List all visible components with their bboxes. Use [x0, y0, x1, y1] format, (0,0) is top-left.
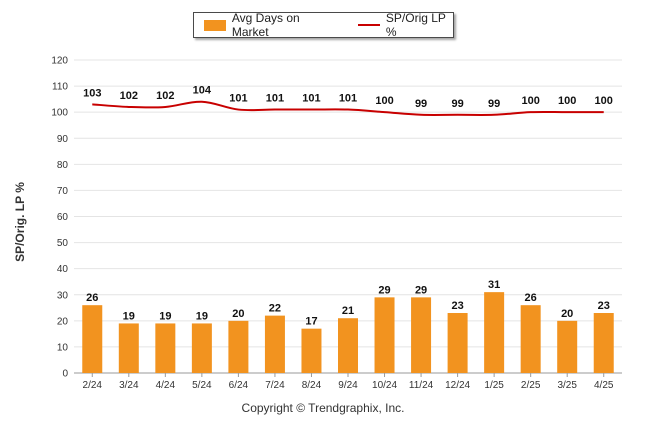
line-data-label: 103 [83, 87, 101, 99]
line-series [92, 100, 604, 116]
bar-data-label: 20 [561, 308, 573, 320]
line-data-label: 99 [488, 98, 500, 110]
x-tick-label: 2/25 [521, 380, 541, 391]
y-tick-label: 50 [57, 238, 69, 249]
y-tick-label: 80 [57, 160, 69, 171]
bar-data-label: 26 [86, 292, 98, 304]
line-data-label: 99 [451, 98, 463, 110]
y-tick-label: 10 [57, 342, 69, 353]
x-tick-label: 3/25 [557, 380, 577, 391]
bar-data-label: 31 [488, 279, 500, 291]
legend-label-bar: Avg Days on Market [231, 11, 300, 39]
bar-data-label: 23 [451, 300, 463, 312]
bar-data-label: 17 [305, 316, 317, 328]
line-data-label: 101 [266, 93, 284, 105]
bar [118, 323, 139, 373]
bar-data-label: 29 [378, 284, 390, 296]
bar [82, 305, 103, 373]
y-tick-label: 60 [57, 212, 69, 223]
bar-data-label: 19 [123, 310, 135, 322]
x-tick-label: 8/24 [302, 380, 322, 391]
y-tick-label: 100 [51, 108, 68, 119]
bar-data-label: 20 [232, 308, 244, 320]
copyright-footer: Copyright © Trendgraphix, Inc. [241, 401, 405, 415]
x-tick-label: 7/24 [265, 380, 285, 391]
line-data-label: 100 [595, 95, 613, 107]
bar [447, 313, 468, 373]
bar-data-label: 19 [196, 310, 208, 322]
x-tick-label: 2/24 [83, 380, 103, 391]
legend-swatch-line [358, 24, 380, 26]
line-data-label: 100 [521, 95, 539, 107]
x-tick-label: 10/24 [372, 380, 397, 391]
legend: Avg Days on Market SP/Orig LP % [193, 11, 454, 39]
line-data-label: 99 [415, 98, 427, 110]
bar [191, 323, 212, 373]
x-tick-label: 12/24 [445, 380, 470, 391]
y-tick-label: 90 [57, 134, 69, 145]
line-data-label: 102 [156, 90, 174, 102]
bar [301, 328, 322, 373]
bar-data-label: 26 [525, 292, 537, 304]
y-tick-label: 110 [52, 82, 68, 93]
legend-swatch-bar [204, 19, 226, 31]
bar-data-label: 19 [159, 310, 171, 322]
line-data-label: 100 [375, 95, 393, 107]
x-tick-label: 4/25 [594, 380, 614, 391]
x-tick-label: 4/24 [156, 380, 176, 391]
x-tick-label: 11/24 [409, 380, 434, 391]
bar [593, 313, 614, 373]
x-tick-label: 1/25 [484, 380, 504, 391]
line-data-label: 102 [120, 90, 138, 102]
bar-data-label: 29 [415, 284, 427, 296]
y-tick-label: 20 [57, 316, 69, 327]
bar [484, 292, 505, 373]
line-data-label: 100 [558, 95, 576, 107]
line-data-label: 101 [229, 93, 247, 105]
bar-data-label: 23 [598, 300, 610, 312]
bar [264, 315, 285, 373]
legend-label-line: SP/Orig LP % [385, 11, 446, 39]
y-tick-label: 0 [62, 369, 68, 380]
y-tick-label: 30 [57, 290, 69, 301]
bar-data-label: 22 [269, 303, 281, 315]
bar [155, 323, 176, 373]
bar [374, 297, 395, 373]
y-tick-label: 120 [51, 56, 68, 67]
y-tick-label: 40 [57, 264, 69, 275]
x-tick-label: 9/24 [338, 380, 358, 391]
x-tick-label: 6/24 [229, 380, 249, 391]
bar [520, 305, 541, 373]
bar [338, 318, 358, 373]
y-tick-label: 70 [57, 186, 69, 197]
legend-item-line[interactable]: SP/Orig LP % [358, 11, 453, 39]
x-tick-label: 3/24 [119, 380, 139, 391]
line-data-label: 101 [339, 93, 357, 105]
bar [557, 320, 578, 373]
x-tick-label: 5/24 [192, 380, 212, 391]
bar-data-label: 21 [342, 305, 354, 317]
line-data-label: 104 [193, 85, 212, 97]
line-data-label: 101 [302, 93, 320, 105]
bar [411, 297, 432, 373]
legend-item-bar[interactable]: Avg Days on Market [204, 11, 330, 39]
bar [228, 320, 249, 373]
